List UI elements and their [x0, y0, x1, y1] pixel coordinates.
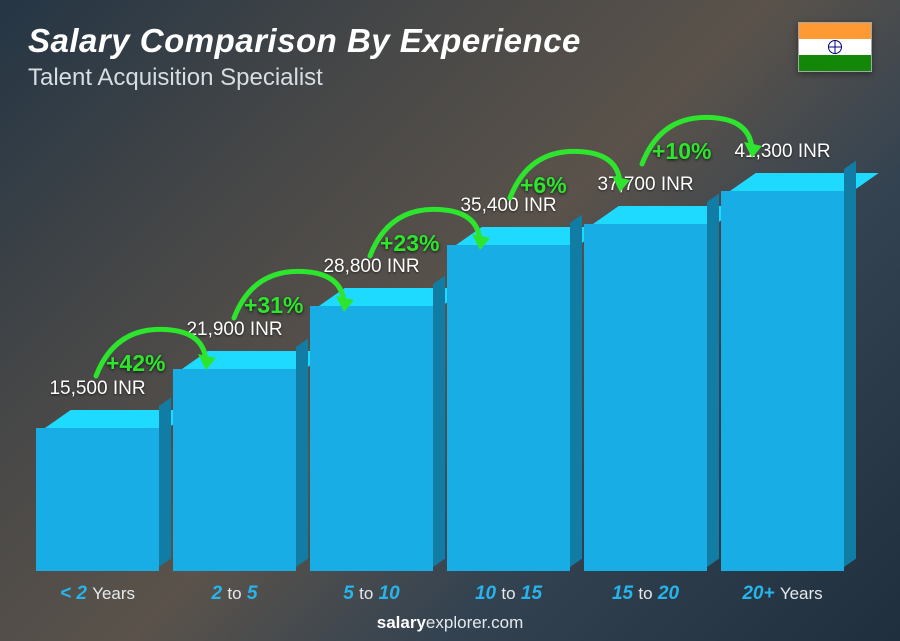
brand-rest: explorer.com: [426, 613, 523, 632]
x-tick: < 2 Years: [36, 583, 159, 605]
bar-side: [296, 339, 308, 567]
bar-front: [36, 428, 159, 571]
increase-annotation: +31%: [244, 292, 303, 319]
x-axis: < 2 Years 2 to 5 5 to 10 10 to 15 15 to 20 20…: [36, 583, 844, 605]
bar-side: [844, 161, 856, 567]
bar-side: [159, 398, 171, 567]
chart-subtitle: Talent Acquisition Specialist: [28, 64, 872, 92]
arrow-icon: [490, 138, 640, 218]
bar: [721, 173, 844, 571]
increase-annotation: +23%: [380, 230, 439, 257]
bar-side: [707, 194, 719, 567]
chart-title: Salary Comparison By Experience: [28, 22, 872, 60]
chart-container: Salary Comparison By Experience Talent A…: [0, 0, 900, 641]
bar-slot: 41,300 INR: [721, 141, 844, 571]
header: Salary Comparison By Experience Talent A…: [28, 22, 872, 92]
increase-annotation: +42%: [106, 350, 165, 377]
arrow-icon: [350, 196, 500, 276]
india-flag-icon: [798, 22, 872, 72]
flag-green: [799, 55, 871, 71]
x-tick: 15 to 20: [584, 583, 707, 605]
ashoka-chakra-icon: [828, 40, 842, 54]
footer-brand: salaryexplorer.com: [0, 613, 900, 633]
bar-slot: 37,700 INR: [584, 174, 707, 571]
increase-annotation: +10%: [652, 138, 711, 165]
bar-slot: 15,500 INR: [36, 378, 159, 571]
brand-bold: salary: [377, 613, 426, 632]
arrow-icon: [76, 316, 226, 396]
x-tick: 2 to 5: [173, 583, 296, 605]
flag-saffron: [799, 23, 871, 39]
arrow-icon: [214, 258, 364, 338]
x-tick: 20+ Years: [721, 583, 844, 605]
bar-front: [310, 306, 433, 571]
bar-top: [45, 410, 194, 428]
bar-front: [584, 224, 707, 571]
bar: [447, 227, 570, 571]
bar-side: [433, 276, 445, 567]
bar-front: [447, 245, 570, 571]
bar-side: [570, 215, 582, 567]
flag-white: [799, 39, 871, 55]
arrow-icon: [622, 104, 772, 184]
increase-annotation: +6%: [520, 172, 567, 199]
bar-front: [721, 191, 844, 571]
x-tick: 5 to 10: [310, 583, 433, 605]
bar: [584, 206, 707, 571]
x-tick: 10 to 15: [447, 583, 570, 605]
bar: [36, 410, 159, 571]
bar-front: [173, 369, 296, 571]
